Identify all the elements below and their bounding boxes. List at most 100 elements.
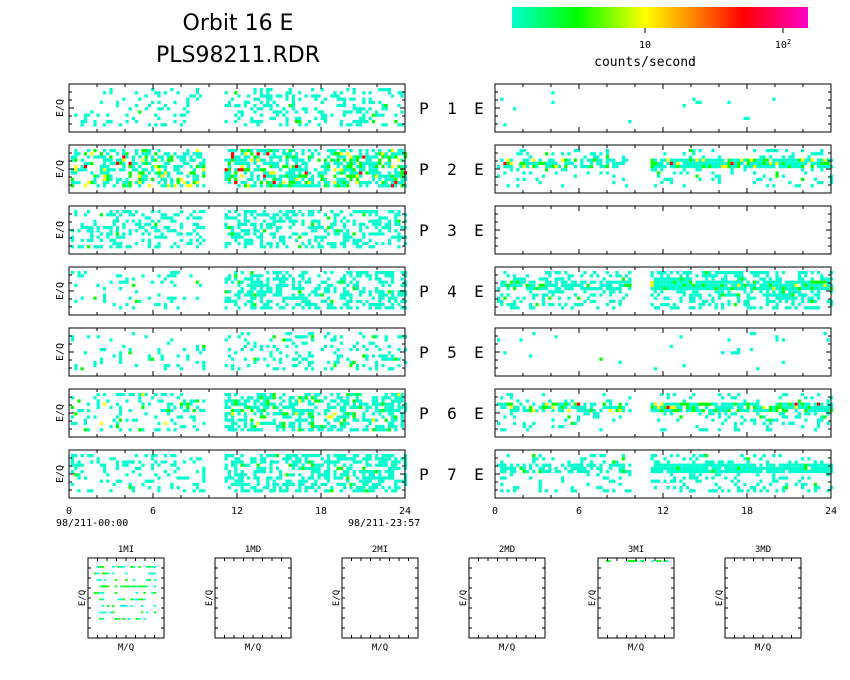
count-cell (263, 149, 267, 153)
count-cell (362, 412, 366, 416)
count-cell (138, 177, 142, 181)
count-cell (295, 155, 299, 159)
count-cell (291, 222, 295, 226)
count-cell (557, 277, 561, 281)
count-cell (577, 415, 581, 419)
count-cell (304, 393, 308, 397)
count-cell (272, 110, 276, 114)
count-cell (375, 428, 379, 432)
count-cell (359, 271, 363, 275)
count-cell (339, 341, 343, 345)
count-cell (775, 161, 779, 165)
count-cell (548, 290, 552, 294)
count-cell (179, 402, 183, 406)
count-cell (259, 283, 263, 287)
count-cell (666, 303, 670, 307)
count-cell (263, 303, 267, 307)
count-cell (263, 229, 267, 233)
count-cell (250, 120, 254, 124)
count-cell (775, 306, 779, 310)
count-cell (378, 280, 382, 284)
count-cell (288, 216, 292, 220)
count-cell (387, 155, 391, 159)
count-cell (513, 287, 517, 291)
count-cell (394, 152, 398, 156)
count-cell (103, 123, 107, 127)
count-cell (330, 367, 334, 371)
count-cell (605, 405, 609, 409)
count-cell (154, 303, 158, 307)
count-cell (163, 235, 167, 239)
count-cell (323, 181, 327, 185)
count-cell (195, 486, 199, 490)
count-cell (186, 104, 190, 108)
count-cell (689, 306, 693, 310)
count-cell (705, 283, 709, 287)
count-cell (810, 158, 814, 162)
count-cell (769, 165, 773, 169)
count-cell (371, 470, 375, 474)
count-cell (266, 396, 270, 400)
count-cell (237, 479, 241, 483)
count-cell (730, 161, 734, 165)
count-cell (663, 296, 667, 300)
eq-axis-label: E/Q (55, 404, 66, 422)
count-cell (311, 415, 315, 419)
count-cell (381, 303, 385, 307)
count-cell (740, 271, 744, 275)
count-cell (103, 174, 107, 178)
count-cell (384, 418, 388, 422)
count-cell (548, 399, 552, 403)
count-cell (224, 91, 228, 95)
count-cell (352, 242, 356, 246)
count-cell (775, 158, 779, 162)
count-cell (564, 303, 568, 307)
count-cell (628, 280, 632, 284)
count-cell (381, 271, 385, 275)
count-cell (730, 168, 734, 172)
count-cell (583, 409, 587, 413)
count-cell (285, 283, 289, 287)
count-cell (224, 463, 228, 467)
count-cell (788, 165, 792, 169)
count-cell (365, 210, 369, 214)
count-cell (756, 158, 760, 162)
count-cell (343, 104, 347, 108)
count-cell (762, 158, 766, 162)
count-cell (375, 344, 379, 348)
count-cell (621, 277, 625, 281)
count-cell (753, 402, 757, 406)
count-cell (234, 174, 238, 178)
count-cell (202, 174, 206, 178)
count-cell (650, 165, 654, 169)
count-cell (224, 280, 228, 284)
count-cell (801, 296, 805, 300)
count-cell (250, 222, 254, 226)
count-cell (375, 110, 379, 114)
count-cell (125, 399, 129, 403)
count-cell (717, 293, 721, 297)
count-cell (304, 341, 308, 345)
count-cell (256, 120, 260, 124)
count-cell (759, 306, 763, 310)
count-cell (503, 351, 507, 355)
count-cell (112, 418, 116, 422)
count-cell (320, 100, 324, 104)
count-cell (147, 232, 151, 236)
count-cell (135, 222, 139, 226)
count-cell (282, 425, 286, 429)
count-cell (516, 277, 520, 281)
count-cell (391, 421, 395, 425)
count-cell (346, 412, 350, 416)
count-cell (224, 277, 228, 281)
count-cell (275, 287, 279, 291)
count-cell (275, 303, 279, 307)
count-cell (733, 428, 737, 432)
count-cell (397, 364, 401, 368)
count-cell (282, 405, 286, 409)
count-cell (346, 293, 350, 297)
count-cell (269, 242, 273, 246)
count-cell (77, 460, 81, 464)
count-cell (381, 155, 385, 159)
count-cell (333, 360, 337, 364)
